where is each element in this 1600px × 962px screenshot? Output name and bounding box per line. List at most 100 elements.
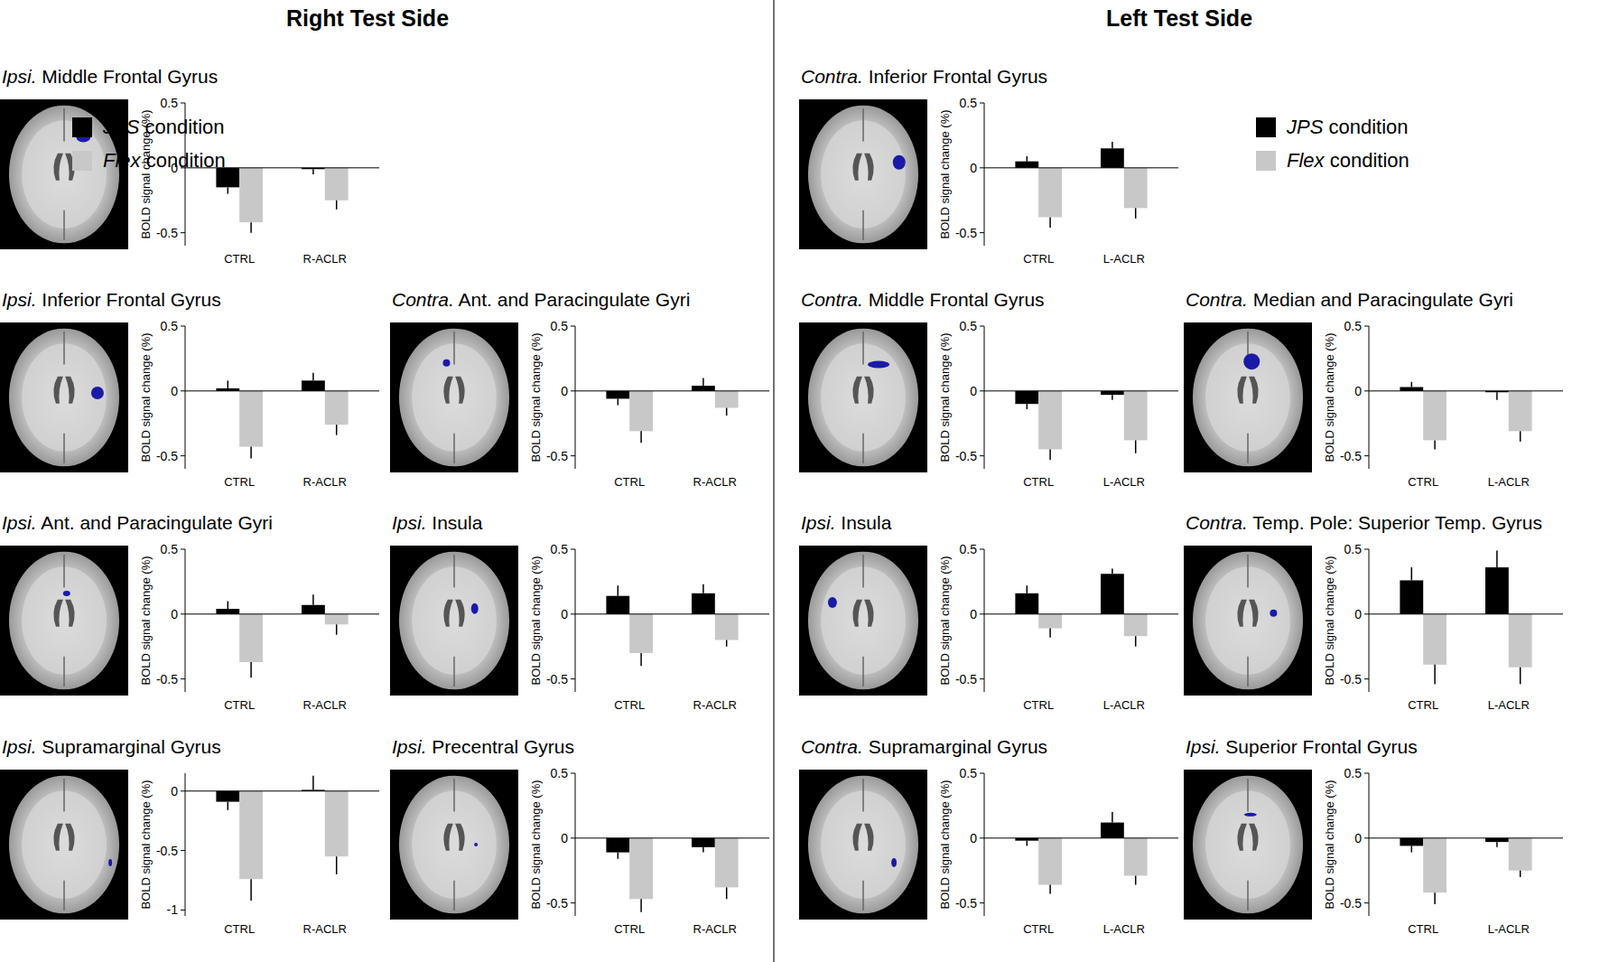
- y-tick-label: 0.5: [1344, 541, 1363, 557]
- text-part: Middle Frontal Gyrus: [37, 65, 219, 87]
- error-bar: [312, 775, 315, 791]
- category-label: R-ACLR: [303, 697, 347, 712]
- y-tick: [180, 613, 186, 614]
- error-bar: [1411, 845, 1414, 852]
- zero-line: [575, 390, 770, 391]
- category-label: L-ACLR: [1103, 251, 1145, 266]
- y-tick-label: 0: [560, 606, 568, 622]
- fissure: [453, 880, 456, 911]
- category-label: CTRL: [1407, 697, 1439, 712]
- fissure: [63, 554, 66, 588]
- bar: [301, 604, 326, 614]
- error-bar: [1111, 394, 1114, 400]
- activation-blob: [471, 603, 479, 614]
- bar: [301, 380, 326, 391]
- marks: [1399, 837, 1532, 904]
- bar: [629, 390, 653, 432]
- marks: [1014, 811, 1147, 894]
- error-bar: [1111, 811, 1114, 822]
- brain-bg: [0, 322, 129, 473]
- bar: [605, 390, 630, 400]
- error-bar: [1049, 448, 1052, 459]
- y-tick-label: 0: [560, 830, 568, 846]
- text-part: Ant. and Paracingulate Gyri: [454, 288, 691, 310]
- y-tick: [1364, 678, 1369, 680]
- chart-title: Ipsi. Insula: [800, 511, 893, 533]
- y-tick-label: 0.5: [959, 318, 978, 334]
- chart-title: Contra. Inferior Frontal Gyrus: [800, 65, 1048, 87]
- y-axis: [1368, 548, 1370, 692]
- error-bar: [640, 898, 642, 912]
- chart: Ipsi. Precentral GyrusBOLD signal change…: [390, 735, 770, 936]
- italic-part: Contra.: [800, 735, 864, 757]
- activation-blob: [1243, 353, 1260, 370]
- italic-part: Contra.: [391, 288, 455, 310]
- brain: [9, 551, 120, 690]
- bar: [1508, 837, 1533, 871]
- italic-part: Ipsi.: [391, 511, 428, 533]
- y-tick: [979, 613, 985, 614]
- fissure: [862, 108, 865, 142]
- section-title: Right Test Side: [286, 5, 449, 31]
- ventricles: [443, 599, 465, 627]
- brain-bg: [799, 545, 928, 696]
- error-bar: [1049, 216, 1052, 227]
- y-tick-label: -0.5: [156, 843, 178, 858]
- error-bar: [1433, 664, 1436, 685]
- fissure: [63, 778, 66, 812]
- chart-title: Ipsi. Supramarginal Gyrus: [1, 735, 222, 757]
- y-tick: [979, 548, 985, 550]
- error-bar: [1433, 892, 1436, 904]
- error-bar: [335, 424, 338, 435]
- bar: [325, 390, 349, 425]
- y-tick-label: -0.5: [156, 225, 178, 241]
- bar: [1038, 390, 1062, 450]
- category-label: CTRL: [613, 697, 645, 712]
- error-bar: [1519, 430, 1522, 441]
- y-tick: [1364, 548, 1369, 550]
- bar: [239, 790, 263, 879]
- error-bar: [617, 852, 620, 859]
- bar: [1014, 593, 1039, 614]
- y-axis-label: BOLD signal change (%): [1322, 555, 1337, 685]
- chart-title: Ipsi. Inferior Frontal Gyrus: [1, 288, 222, 310]
- category-label: CTRL: [223, 921, 255, 936]
- error-bar: [1026, 840, 1029, 847]
- brain-bg: [799, 322, 928, 473]
- fissure: [862, 656, 865, 687]
- y-tick: [979, 678, 985, 680]
- fissure: [453, 778, 456, 812]
- activation-blob: [63, 590, 71, 596]
- marks: [1399, 381, 1532, 450]
- bar: [325, 790, 349, 856]
- italic-part: Ipsi.: [800, 511, 837, 533]
- y-tick: [570, 325, 576, 327]
- zero-line: [984, 167, 1179, 168]
- y-tick-label: 0.5: [550, 318, 569, 334]
- brain-bg: [390, 769, 519, 920]
- y-tick-label: 0: [969, 830, 977, 846]
- bar: [1423, 837, 1447, 893]
- y-tick-label: -0.5: [546, 448, 568, 464]
- bar: [325, 167, 349, 201]
- fissure: [862, 554, 865, 588]
- italic-part: Ipsi.: [1, 735, 38, 757]
- chart-title: Ipsi. Insula: [391, 511, 484, 533]
- error-bar: [725, 886, 728, 899]
- bar: [1014, 390, 1039, 404]
- brain: [808, 328, 919, 467]
- ventricles: [1237, 599, 1258, 627]
- error-bar: [702, 377, 705, 386]
- category-label: CTRL: [1023, 251, 1054, 266]
- y-axis: [185, 548, 187, 692]
- legend: JPS conditionFlex condition: [1255, 115, 1410, 172]
- y-tick-label: -0.5: [955, 225, 977, 241]
- text-part: Insula: [836, 511, 893, 533]
- italic-part: Contra.: [1185, 511, 1248, 533]
- bar: [1399, 837, 1424, 847]
- fissure: [1246, 656, 1249, 687]
- y-tick: [1364, 772, 1369, 774]
- brain: [808, 775, 919, 914]
- zero-line: [1368, 837, 1563, 838]
- bar: [629, 837, 653, 900]
